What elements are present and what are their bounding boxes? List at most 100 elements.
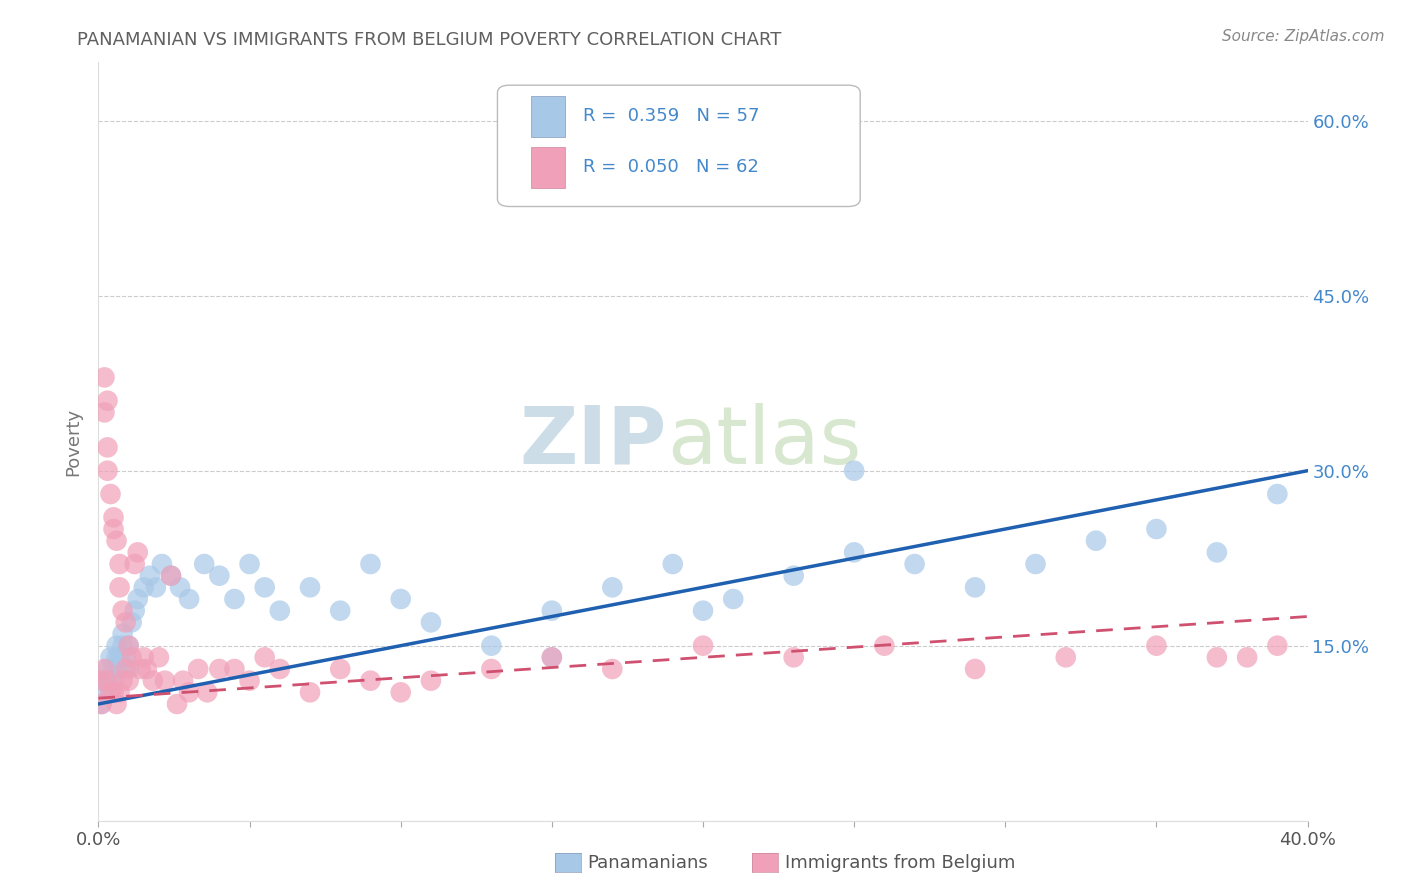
- Point: [90, 697, 112, 711]
- Point: [224, 592, 246, 607]
- Point: [299, 580, 322, 594]
- Point: [93, 662, 115, 676]
- Point: [108, 557, 131, 571]
- Point: [108, 662, 131, 676]
- Point: [389, 685, 412, 699]
- Point: [111, 673, 134, 688]
- Point: [114, 615, 136, 630]
- Point: [96, 441, 118, 455]
- Point: [1267, 487, 1289, 501]
- Point: [269, 662, 291, 676]
- Point: [1054, 650, 1077, 665]
- Text: R =  0.050   N = 62: R = 0.050 N = 62: [583, 159, 759, 177]
- Point: [142, 673, 165, 688]
- Point: [1085, 533, 1108, 548]
- Point: [389, 592, 412, 607]
- Text: ZIP: ZIP: [519, 402, 666, 481]
- Point: [187, 662, 209, 676]
- Point: [1144, 639, 1167, 653]
- Point: [103, 510, 125, 524]
- Point: [129, 662, 152, 676]
- Point: [783, 650, 806, 665]
- Point: [103, 685, 125, 699]
- Point: [103, 673, 125, 688]
- Point: [96, 464, 118, 478]
- Point: [844, 464, 866, 478]
- Point: [132, 650, 155, 665]
- Point: [105, 639, 128, 653]
- Point: [96, 673, 118, 688]
- Point: [100, 685, 122, 699]
- Point: [93, 673, 115, 688]
- Point: [723, 592, 745, 607]
- Point: [193, 557, 215, 571]
- Point: [1206, 545, 1229, 559]
- Point: [329, 662, 352, 676]
- Text: PANAMANIAN VS IMMIGRANTS FROM BELGIUM POVERTY CORRELATION CHART: PANAMANIAN VS IMMIGRANTS FROM BELGIUM PO…: [77, 31, 782, 49]
- Point: [93, 405, 115, 419]
- Text: Panamanians: Panamanians: [588, 854, 709, 871]
- Point: [602, 662, 624, 676]
- Y-axis label: Poverty: Poverty: [65, 408, 83, 475]
- Point: [1267, 639, 1289, 653]
- Point: [145, 580, 167, 594]
- Point: [269, 604, 291, 618]
- Point: [965, 580, 987, 594]
- Point: [100, 650, 122, 665]
- Point: [121, 650, 143, 665]
- Point: [148, 650, 170, 665]
- Point: [208, 568, 231, 582]
- Text: Immigrants from Belgium: Immigrants from Belgium: [785, 854, 1015, 871]
- Point: [540, 604, 562, 618]
- FancyBboxPatch shape: [531, 95, 565, 137]
- Point: [108, 685, 131, 699]
- Point: [118, 639, 141, 653]
- Point: [114, 662, 136, 676]
- Point: [108, 650, 131, 665]
- Point: [90, 697, 112, 711]
- Point: [124, 557, 146, 571]
- Point: [1024, 557, 1046, 571]
- Point: [100, 487, 122, 501]
- Point: [195, 685, 218, 699]
- Point: [114, 650, 136, 665]
- Point: [166, 697, 188, 711]
- Point: [93, 685, 115, 699]
- Point: [481, 639, 503, 653]
- Point: [135, 662, 157, 676]
- Point: [118, 662, 141, 676]
- Point: [1236, 650, 1258, 665]
- Point: [1206, 650, 1229, 665]
- Point: [118, 639, 141, 653]
- Point: [105, 533, 128, 548]
- Point: [420, 673, 443, 688]
- Point: [360, 557, 382, 571]
- Point: [172, 673, 194, 688]
- Point: [540, 650, 562, 665]
- Point: [208, 662, 231, 676]
- Point: [844, 545, 866, 559]
- Point: [139, 568, 162, 582]
- Point: [420, 615, 443, 630]
- FancyBboxPatch shape: [531, 146, 565, 188]
- Point: [783, 568, 806, 582]
- Point: [93, 370, 115, 384]
- Point: [96, 662, 118, 676]
- Point: [105, 697, 128, 711]
- Point: [118, 673, 141, 688]
- Point: [150, 557, 173, 571]
- Point: [661, 557, 683, 571]
- Point: [299, 685, 322, 699]
- Point: [132, 580, 155, 594]
- Point: [96, 673, 118, 688]
- Point: [224, 662, 246, 676]
- Point: [100, 685, 122, 699]
- Point: [239, 557, 262, 571]
- Point: [169, 580, 191, 594]
- Point: [103, 662, 125, 676]
- Point: [253, 650, 276, 665]
- Point: [873, 639, 896, 653]
- Point: [105, 650, 128, 665]
- Point: [692, 604, 714, 618]
- Point: [752, 137, 775, 152]
